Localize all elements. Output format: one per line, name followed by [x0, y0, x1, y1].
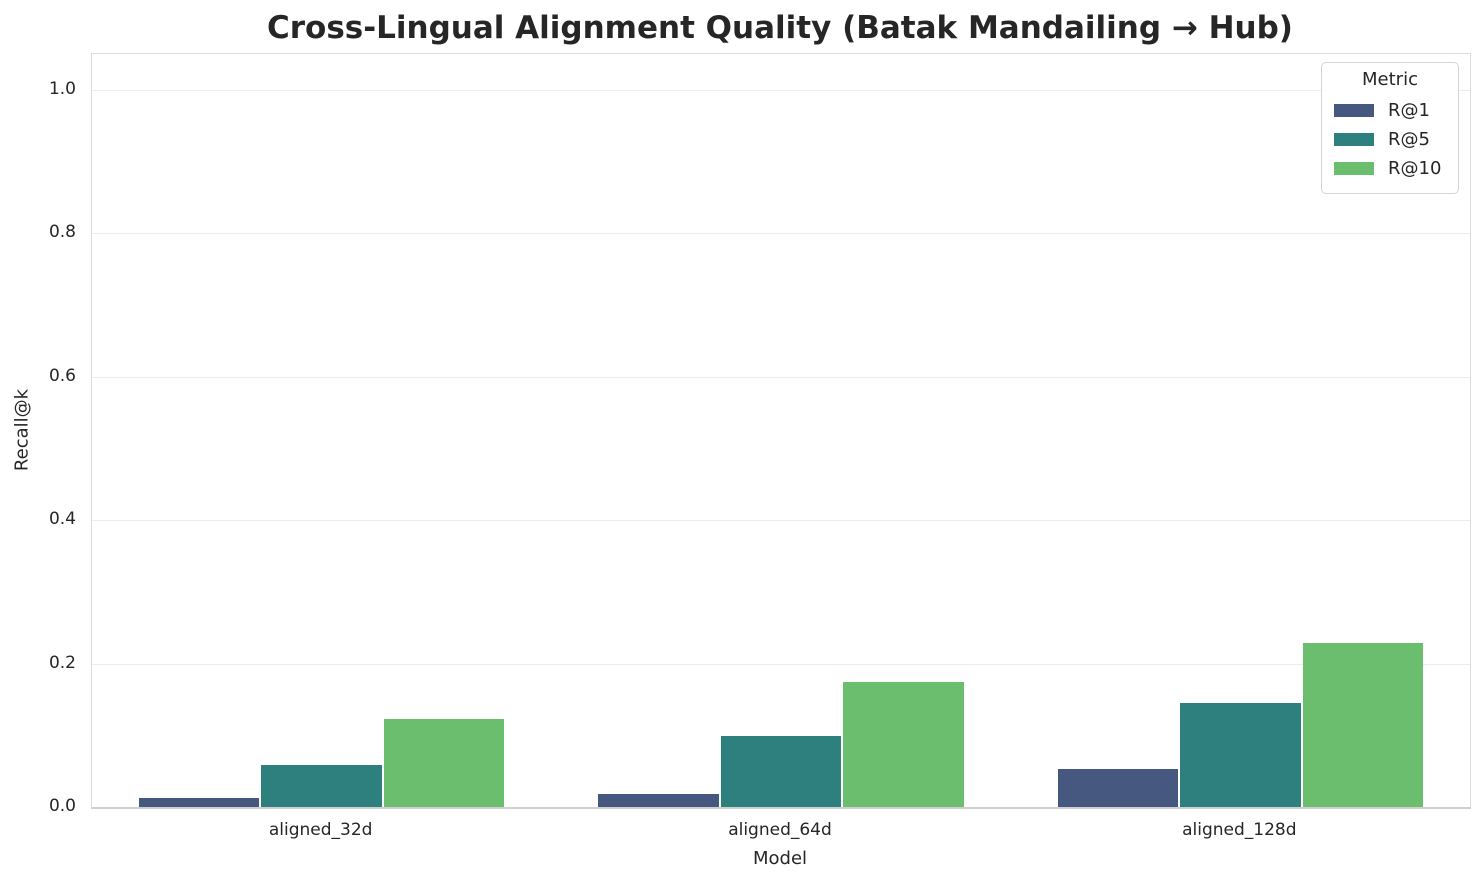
- y-tick-label-1.0: 1.0: [48, 78, 76, 99]
- gridline: [92, 376, 1470, 378]
- bar-aligned_128d-R@1: [1057, 768, 1179, 807]
- bar-aligned_64d-R@5: [720, 736, 842, 807]
- gridline: [92, 520, 1470, 522]
- x-tick-label-aligned_128d: aligned_128d: [1182, 820, 1297, 840]
- legend-label-R@10: R@10: [1388, 158, 1442, 179]
- y-axis-label: Recall@k: [11, 388, 33, 472]
- x-axis-label: Model: [752, 848, 808, 869]
- legend-swatch-R@5: [1334, 133, 1374, 146]
- legend-label-R@1: R@1: [1388, 100, 1430, 121]
- gridline: [92, 663, 1470, 665]
- y-tick-label-0.6: 0.6: [48, 365, 76, 386]
- x-tick-label-aligned_32d: aligned_32d: [268, 820, 373, 840]
- plot-area: Metric R@1 R@5 R@10: [91, 53, 1471, 809]
- legend-swatch-R@10: [1334, 162, 1374, 175]
- bar-aligned_32d-R@5: [261, 765, 382, 807]
- chart-title: Cross-Lingual Alignment Quality (Batak M…: [267, 10, 1293, 46]
- legend-label-R@5: R@5: [1388, 129, 1430, 150]
- bar-aligned_32d-R@1: [138, 797, 260, 807]
- y-tick-label-0.4: 0.4: [48, 509, 76, 530]
- bar-aligned_128d-R@10: [1302, 642, 1424, 807]
- legend-items: R@1 R@5 R@10: [1322, 96, 1458, 183]
- bar-aligned_64d-R@10: [843, 682, 964, 807]
- legend-item-R@5: R@5: [1322, 125, 1458, 154]
- bar-aligned_32d-R@10: [383, 718, 505, 807]
- legend-title: Metric: [1362, 69, 1418, 90]
- gridline: [92, 233, 1470, 235]
- gridline: [92, 89, 1470, 91]
- legend-item-R@1: R@1: [1322, 96, 1458, 125]
- bar-aligned_128d-R@5: [1180, 703, 1301, 807]
- y-tick-label-0.8: 0.8: [48, 222, 76, 243]
- legend-item-R@10: R@10: [1322, 154, 1458, 183]
- x-tick-label-aligned_64d: aligned_64d: [728, 820, 832, 840]
- bar-aligned_64d-R@1: [598, 794, 719, 807]
- y-tick-label-0.2: 0.2: [48, 652, 76, 673]
- y-tick-label-0.0: 0.0: [48, 796, 76, 816]
- legend: Metric R@1 R@5 R@10: [1321, 62, 1459, 194]
- legend-swatch-R@1: [1334, 104, 1374, 117]
